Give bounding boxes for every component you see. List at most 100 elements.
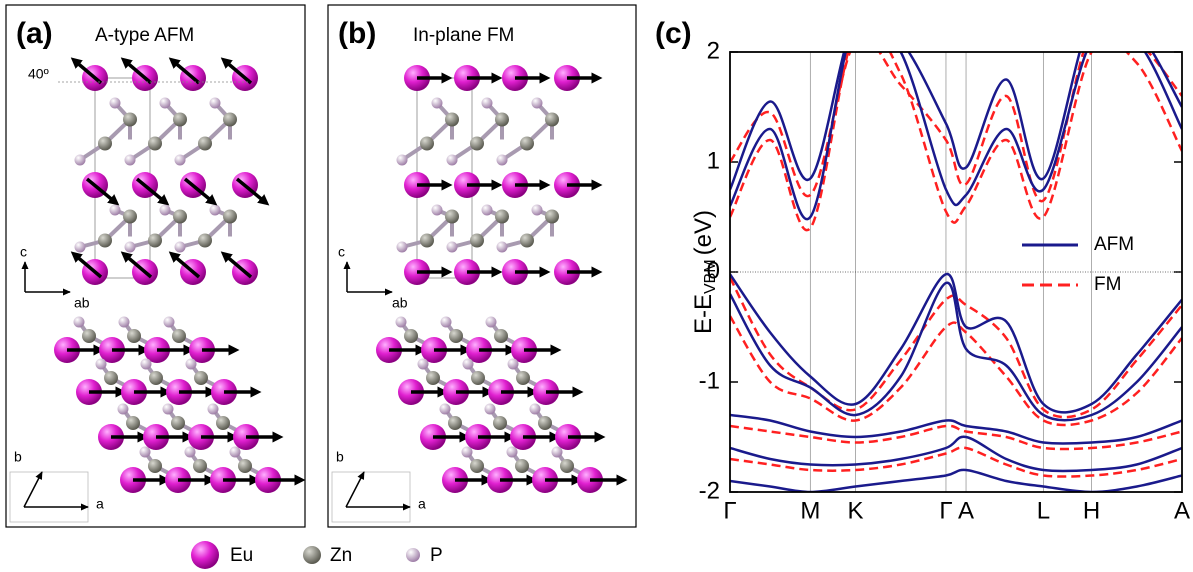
zn-atom [495, 112, 509, 127]
p-atom [117, 403, 129, 415]
zn-atom [470, 233, 484, 248]
legend-label: Eu [230, 545, 253, 566]
legend-label: FM [1094, 274, 1121, 295]
p-atom [531, 97, 543, 109]
zn-atom [445, 112, 459, 127]
p-atom [184, 446, 196, 458]
p-atom [481, 97, 493, 109]
p-atom [484, 403, 496, 415]
zn-atom [198, 136, 212, 151]
band-line [730, 413, 1182, 445]
y-tick-label: 2 [707, 37, 720, 64]
axis-arrow [23, 471, 43, 508]
p-atom [229, 446, 241, 458]
spin-arrow [168, 251, 201, 279]
p-atom [529, 403, 541, 415]
zn-atom [98, 233, 112, 248]
p-atom [431, 204, 443, 216]
p-atom [109, 204, 121, 216]
p-atom [431, 97, 443, 109]
zn-atom [494, 329, 508, 343]
band-line [730, 52, 1182, 203]
zn-atom [238, 459, 252, 473]
zn-atom [223, 209, 237, 224]
axis-label: a [418, 496, 426, 512]
x-tick-label: M [800, 497, 820, 524]
p-atom [531, 204, 543, 216]
zn-atom [194, 371, 208, 385]
zn-atom [82, 329, 96, 343]
y-axis-title: E-EVBM (eV) [690, 210, 719, 334]
p-atom [461, 446, 473, 458]
zn-atom [127, 329, 141, 343]
p-atom [207, 403, 219, 415]
x-tick-label: K [848, 497, 864, 524]
p-atom [446, 154, 458, 166]
zn-atom [148, 459, 162, 473]
zn-atom [104, 371, 118, 385]
p-atom [174, 154, 186, 166]
p-atom [396, 241, 408, 253]
spin-arrow [220, 57, 253, 85]
zn-atom [515, 459, 529, 473]
angle-label: 40º [28, 66, 49, 82]
legend-eu-atom [191, 541, 219, 569]
p-atom [74, 241, 86, 253]
zn-atom [171, 416, 185, 430]
p-atom [396, 154, 408, 166]
x-tick-label: Γ [939, 497, 952, 524]
spin-arrow [120, 57, 153, 85]
band-line [730, 424, 1182, 451]
zn-atom [420, 136, 434, 151]
p-atom [462, 358, 474, 370]
p-atom [417, 358, 429, 370]
legend-p-atom [406, 548, 420, 562]
p-atom [74, 154, 86, 166]
spin-arrow [70, 251, 103, 279]
y-tick-label: -1 [699, 367, 720, 394]
x-tick-label: L [1037, 497, 1050, 524]
p-atom [163, 316, 175, 328]
zn-atom [123, 209, 137, 224]
zn-atom [123, 112, 137, 127]
axis-label: ab [74, 295, 90, 311]
p-atom [485, 316, 497, 328]
zn-atom [538, 416, 552, 430]
y-label-part: E-E [690, 294, 717, 334]
p-atom [209, 97, 221, 109]
spin-arrow [70, 57, 103, 85]
spin-arrow [183, 177, 218, 206]
legend-label: P [430, 545, 443, 566]
axis-label: c [20, 244, 27, 260]
y-tick-label: 1 [707, 147, 720, 174]
band-line [730, 315, 1182, 427]
zn-atom [172, 329, 186, 343]
p-atom [185, 358, 197, 370]
zn-atom [520, 136, 534, 151]
panel-label: (a) [16, 17, 53, 50]
p-atom [440, 316, 452, 328]
axis-label: a [96, 496, 104, 512]
zn-atom [560, 459, 574, 473]
x-tick-label: A [958, 497, 974, 524]
p-atom [506, 446, 518, 458]
zn-atom [198, 233, 212, 248]
spin-arrow [220, 251, 253, 279]
p-atom [140, 358, 152, 370]
band-line [730, 446, 1182, 478]
axis-label: c [338, 244, 345, 260]
spin-arrow [85, 177, 120, 206]
p-atom [496, 241, 508, 253]
zn-atom [149, 371, 163, 385]
p-atom [159, 204, 171, 216]
p-atom [395, 316, 407, 328]
panel-b-frame [327, 4, 637, 528]
zn-atom [126, 416, 140, 430]
zn-atom [216, 416, 230, 430]
p-atom [159, 97, 171, 109]
y-label-part: (eV) [690, 210, 717, 255]
band-line [730, 52, 1182, 232]
y-tick-label: -2 [699, 477, 720, 504]
panel-label: (b) [338, 17, 376, 50]
